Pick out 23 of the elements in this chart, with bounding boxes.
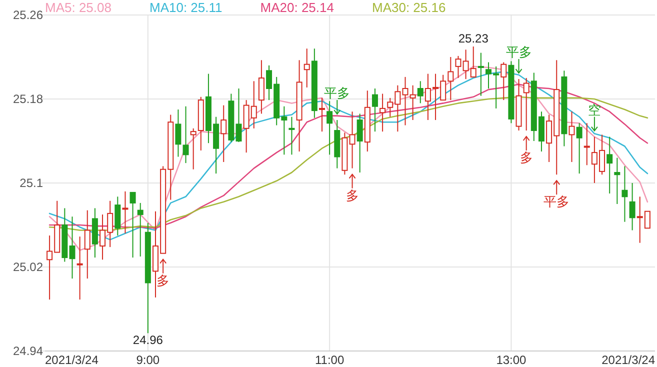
y-tick-label: 25.1 bbox=[20, 176, 44, 190]
y-tick-label: 24.94 bbox=[12, 344, 44, 358]
annotation: 平多 bbox=[324, 86, 350, 100]
annotation: 空 bbox=[588, 102, 601, 118]
x-tick-label: 9:00 bbox=[136, 353, 160, 367]
text: MA30: 25.16 bbox=[372, 0, 446, 15]
annotation: 多 bbox=[520, 150, 533, 165]
text: MA10: 25.11 bbox=[150, 0, 222, 15]
text: MA20: 25.14 bbox=[260, 0, 334, 15]
y-tick-label: 25.26 bbox=[12, 8, 44, 22]
annotation: 24.96 bbox=[132, 333, 164, 347]
x-tick-label: 13:00 bbox=[496, 353, 527, 367]
y-tick-label: 25.18 bbox=[12, 92, 44, 106]
x-tick-label: 11:00 bbox=[314, 353, 344, 367]
text: MA5: 25.08 bbox=[45, 0, 112, 15]
x-tick-label: 2021/3/24 bbox=[602, 353, 656, 367]
annotation: 平多 bbox=[544, 194, 570, 210]
annotation: 多 bbox=[156, 272, 170, 288]
annotation: 平多 bbox=[506, 44, 532, 60]
annotation: 25.23 bbox=[458, 32, 489, 46]
x-tick-label: 2021/3/24 bbox=[45, 353, 99, 367]
y-tick-label: 25.02 bbox=[12, 260, 44, 274]
annotation: 多 bbox=[346, 188, 359, 203]
